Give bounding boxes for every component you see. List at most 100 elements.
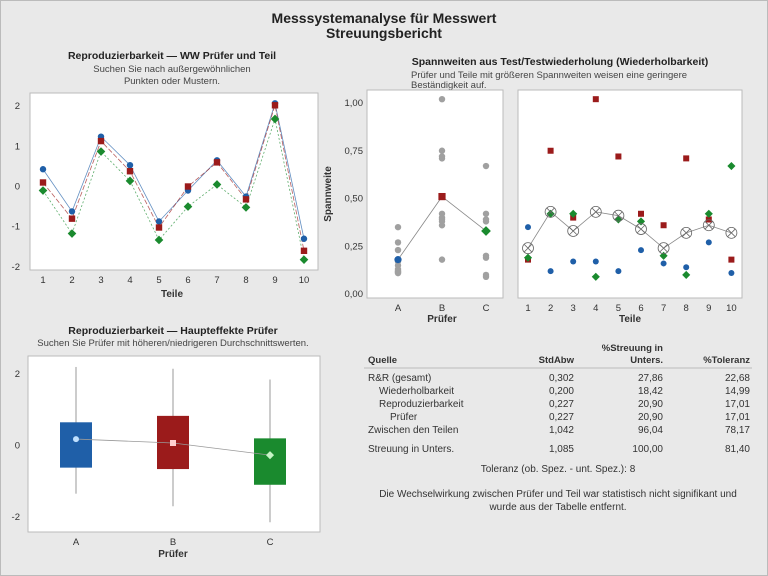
range-left-plot-area — [366, 89, 504, 299]
box-C — [254, 438, 286, 485]
report-subtitle: Streuungsbericht — [326, 25, 442, 41]
range-point-C-9 — [704, 209, 713, 218]
x-tick-label: B — [439, 303, 445, 314]
x-tick-label: 6 — [185, 275, 190, 286]
part-mean-cross-6 — [636, 224, 646, 234]
point-B-10 — [300, 247, 308, 255]
table-row: Zwischen den Teilen 1,042 96,04 78,17 — [368, 425, 750, 436]
row-pct-var: 96,04 — [638, 425, 663, 436]
part-mean-cross-7 — [659, 244, 668, 253]
footnote-line-2: wurde aus der Tabelle entfernt. — [488, 502, 626, 513]
x-tick-label: 1 — [40, 275, 45, 286]
y-tick-label: 0,00 — [345, 289, 364, 300]
range-point-C-2 — [546, 209, 555, 218]
row-pct-var: 20,90 — [638, 412, 663, 423]
range-chart-title: Spannweiten aus Test/Testwiederholung (W… — [412, 56, 708, 68]
table-row: Prüfer 0,227 20,90 17,01 — [390, 412, 750, 423]
x-tick-label: C — [483, 303, 490, 314]
range-point-B-8 — [683, 155, 690, 162]
table-body: R&R (gesamt) 0,302 27,86 22,68 Wiederholbark… — [368, 373, 750, 455]
range-right-x-axis-label: Teile — [619, 314, 641, 325]
row-source: Wiederholbarkeit — [379, 386, 454, 397]
row-stdev: 1,042 — [549, 425, 574, 436]
part-mean-range-line — [527, 211, 732, 249]
point-B-7 — [213, 159, 221, 166]
part-mean-cross-8 — [682, 228, 691, 237]
range-point-C-3 — [569, 209, 578, 218]
row-source: R&R (gesamt) — [368, 373, 431, 384]
range-point-C — [482, 162, 490, 170]
point-C-6 — [183, 202, 193, 211]
table-row: Reproduzierbarkeit 0,227 20,90 17,01 — [379, 399, 750, 410]
x-tick-label: 8 — [684, 303, 689, 314]
y-tick-label: 0,75 — [345, 146, 364, 157]
range-point-A-10 — [728, 269, 735, 276]
part-mean-range-7 — [657, 242, 670, 255]
row-stdev: 1,085 — [549, 444, 574, 455]
point-C-8 — [241, 203, 251, 212]
part-mean-cross-2 — [546, 207, 555, 216]
part-mean-range-1 — [522, 242, 534, 255]
point-A-5 — [155, 218, 163, 225]
report-title: Messsystemanalyse für Messwert — [272, 10, 497, 26]
point-B-8 — [242, 196, 250, 203]
range-point-A-4 — [592, 258, 599, 265]
x-tick-label: 4 — [593, 303, 598, 314]
row-source: Reproduzierbarkeit — [379, 399, 464, 410]
point-A-1 — [39, 166, 47, 173]
range-point-C-4 — [591, 272, 600, 281]
header-stdev: StdAbw — [539, 355, 575, 366]
point-C-7 — [212, 180, 222, 189]
row-pct-tol: 14,99 — [725, 386, 750, 397]
range-right-plot-area — [517, 89, 743, 299]
part-mean-range-10 — [725, 226, 738, 239]
range-point-A-7 — [660, 260, 667, 267]
variance-table: %Streuung in Quelle StdAbw Unters. %Tole… — [364, 343, 752, 513]
interaction-chart-subtitle-2: Punkten oder Mustern. — [124, 76, 220, 87]
y-tick-label: 1,00 — [345, 98, 364, 109]
range-point-B — [438, 155, 446, 162]
row-stdev: 0,227 — [549, 399, 574, 410]
range-point-B-6 — [638, 210, 644, 217]
y-tick-label: 0 — [15, 182, 20, 193]
mean-range-C — [481, 226, 491, 236]
point-C-3 — [96, 147, 106, 156]
range-point-A-1 — [525, 224, 531, 231]
footnote-line-1: Die Wechselwirkung zwischen Prüfer und T… — [379, 489, 737, 500]
row-pct-tol: 81,40 — [725, 444, 750, 455]
part-mean-range-5 — [612, 209, 625, 222]
range-chart: Spannweiten aus Test/Testwiederholung (W… — [323, 56, 743, 325]
x-tick-label: B — [170, 537, 176, 548]
point-B-5 — [155, 224, 163, 231]
row-pct-var: 100,00 — [632, 444, 663, 455]
x-tick-label: 8 — [243, 275, 248, 286]
range-point-C-1 — [523, 253, 533, 262]
range-point-A-6 — [638, 247, 644, 254]
range-point-B-7 — [660, 222, 667, 229]
y-tick-label: 0,25 — [345, 241, 364, 252]
mean-A — [73, 436, 79, 443]
part-mean-cross-10 — [727, 228, 736, 237]
y-tick-label: -2 — [12, 512, 20, 523]
header-pct-var-2: Unters. — [630, 355, 663, 366]
range-left-x-axis-label: Prüfer — [427, 314, 457, 325]
row-pct-tol: 17,01 — [725, 412, 750, 423]
row-pct-var: 27,86 — [638, 373, 663, 384]
row-stdev: 0,200 — [549, 386, 574, 397]
row-pct-var: 20,90 — [638, 399, 663, 410]
main-effects-subtitle: Suchen Sie Prüfer mit höheren/niedrigere… — [37, 338, 308, 349]
part-mean-cross-4 — [591, 207, 600, 216]
box-A — [60, 422, 92, 468]
interaction-chart-title: Reproduzierbarkeit — WW Prüfer und Teil — [68, 50, 276, 62]
header-pct-var-1: %Streuung in — [602, 343, 663, 354]
x-tick-label: 7 — [661, 303, 666, 314]
point-C-5 — [154, 235, 164, 245]
part-mean-range-3 — [567, 225, 580, 237]
range-point-C-6 — [636, 217, 646, 226]
table-row: Wiederholbarkeit 0,200 18,42 14,99 — [379, 386, 750, 397]
x-tick-label: 5 — [156, 275, 161, 286]
point-B-9 — [271, 102, 279, 109]
table-row: Streuung in Unters. 1,085 100,00 81,40 — [368, 444, 750, 455]
range-point-C — [482, 273, 490, 281]
